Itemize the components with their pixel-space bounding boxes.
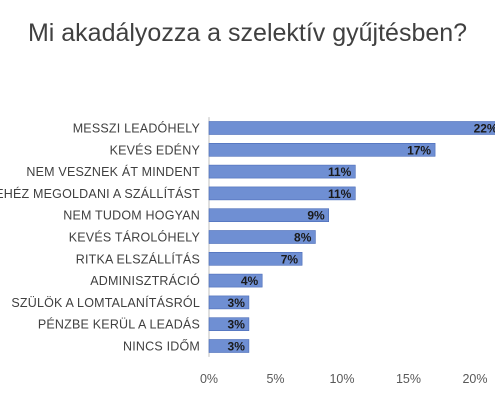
x-tick-label: 15% [396, 372, 421, 386]
category-label: MESSZI LEADÓHELY [73, 121, 201, 136]
x-tick-label: 0% [200, 372, 218, 386]
data-label: 11% [328, 187, 352, 201]
x-tick-label: 20% [462, 372, 487, 386]
bar [208, 273, 263, 288]
bar [208, 208, 329, 222]
data-label: 11% [328, 165, 352, 179]
category-label: RITKA ELSZÁLLÍTÁS [76, 251, 200, 266]
bar [208, 252, 303, 266]
bar [208, 186, 356, 201]
data-label: 22% [474, 122, 495, 136]
category-label: NEM VESZNEK ÁT MINDENT [26, 164, 200, 179]
x-tick-label: 10% [329, 372, 354, 386]
category-label: PÉNZBE KERÜL A LEADÁS [38, 317, 200, 332]
bar [208, 230, 316, 244]
data-label: 9% [307, 209, 325, 223]
bar [208, 317, 250, 332]
category-label: NINCS IDŐM [123, 339, 200, 354]
bar [208, 143, 436, 157]
data-label: 4% [241, 274, 259, 288]
bar [208, 339, 250, 353]
data-label: 3% [228, 318, 246, 332]
category-label: NEM TUDOM HOGYAN [63, 209, 200, 223]
category-label: KEVÉS EDÉNY [110, 142, 201, 157]
data-label: 3% [228, 340, 246, 354]
data-label: 7% [281, 252, 299, 266]
data-label: 17% [407, 143, 431, 157]
category-label: ADMINISZTRÁCIÓ [90, 273, 200, 288]
bar [208, 121, 495, 135]
data-label: 3% [228, 296, 246, 310]
bar [208, 164, 356, 179]
x-tick-label: 5% [266, 372, 284, 386]
bar [208, 295, 250, 310]
category-label: KEVÉS TÁROLÓHELY [69, 230, 201, 245]
category-label: NEHÉZ MEGOLDANI A SZÁLLÍTÁST [0, 186, 200, 201]
category-label: SZÜLÖK A LOMTALANÍTÁSRÓL [11, 295, 200, 310]
data-label: 8% [294, 231, 312, 245]
chart-title: Mi akadályozza a szelektív gyűjtésben? [27, 19, 468, 47]
